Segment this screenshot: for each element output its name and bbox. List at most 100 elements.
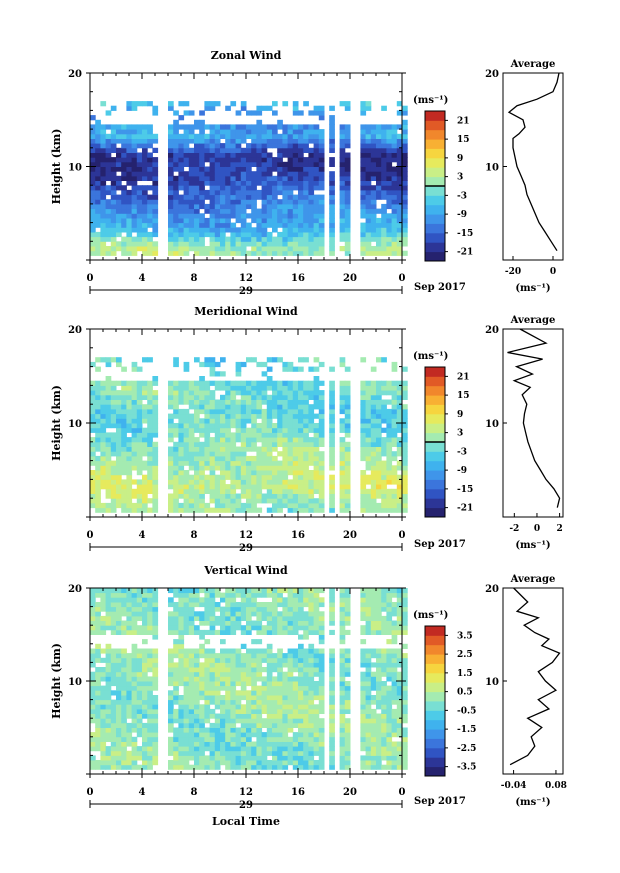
colorbar-tick-label: 3 <box>457 429 463 439</box>
x-tick-label: 4 <box>139 273 146 284</box>
colorbar-tick-label: -3 <box>457 191 467 201</box>
day-label: 29 <box>239 286 253 297</box>
panel-3: Vertical Wind 10 20 Height (km) 0 4 8 12 16 20 0 29… <box>50 564 567 828</box>
colorbar-band <box>425 757 445 768</box>
profile-title: Average <box>510 59 556 70</box>
colorbar-tick-label: -21 <box>457 504 473 514</box>
colorbar-band <box>425 376 445 387</box>
x-tick-label: 16 <box>291 787 305 798</box>
colorbar-unit: (ms⁻¹) <box>413 610 448 621</box>
colorbar-tick-label: -21 <box>457 248 473 258</box>
colorbar-band <box>425 204 445 215</box>
colorbar-band <box>425 167 445 178</box>
profile-x-tick-label: -0.04 <box>501 781 527 791</box>
colorbar-band <box>425 232 445 243</box>
colorbar-band <box>425 682 445 693</box>
colorbar-tick-label: -15 <box>457 229 473 239</box>
colorbar-tick-label: -9 <box>457 210 467 220</box>
colorbar-band <box>425 367 445 377</box>
y-axis-label: Height (km) <box>50 643 63 719</box>
colorbar-band <box>425 404 445 415</box>
colorbar-band <box>425 120 445 131</box>
colorbar-band <box>425 251 445 262</box>
panel-title: Zonal Wind <box>211 49 282 62</box>
y-tick-label: 20 <box>68 325 82 336</box>
x-tick-label: 0 <box>87 530 94 541</box>
profile-x-label: (ms⁻¹) <box>515 283 550 294</box>
x-tick-label: 0 <box>399 530 406 541</box>
colorbar-tick-label: -15 <box>457 485 473 495</box>
colorbar-unit: (ms⁻¹) <box>413 351 448 362</box>
colorbar-tick-label: 3.5 <box>457 631 473 641</box>
colorbar-tick-label: 15 <box>457 391 470 401</box>
profile-y-tick-label: 20 <box>485 584 499 595</box>
colorbar-tick-label: -9 <box>457 466 467 476</box>
x-tick-label: 0 <box>87 273 94 284</box>
colorbar-band <box>425 691 445 702</box>
colorbar-band <box>425 423 445 434</box>
heatmap-cells <box>90 101 408 256</box>
panel-1: Zonal Wind 10 20 Height (km) 0 4 8 12 16 20 0 29 Sep… <box>50 49 564 297</box>
colorbar-band <box>425 195 445 206</box>
colorbar-band <box>425 413 445 424</box>
profile-y-tick-label: 20 <box>485 69 499 80</box>
colorbar-band <box>425 626 445 636</box>
profile-x-tick-label: -20 <box>505 267 521 277</box>
colorbar-tick-label: -1.5 <box>457 725 476 735</box>
profile-line <box>507 72 560 252</box>
colorbar: 21 15 9 3 -3 -9 -15 -21 <box>424 366 473 518</box>
x-tick-label: 20 <box>343 787 357 798</box>
colorbar-band <box>425 432 445 443</box>
x-tick-label: 4 <box>139 787 146 798</box>
day-label: 29 <box>239 543 253 554</box>
profile-panel: Average 10 20 -2 0 2 (ms⁻¹) <box>485 315 564 551</box>
profile-x-label: (ms⁻¹) <box>515 540 550 551</box>
profile-line <box>507 328 561 508</box>
y-axis-label: Height (km) <box>50 385 63 461</box>
colorbar-frame <box>424 625 446 777</box>
colorbar-tick-label: 21 <box>457 372 470 382</box>
colorbar-band <box>425 111 445 121</box>
profile-x-tick-label: 2 <box>556 524 562 534</box>
profile-x-label: (ms⁻¹) <box>515 797 550 808</box>
colorbar-band <box>425 451 445 462</box>
colorbar-unit: (ms⁻¹) <box>413 95 448 106</box>
profile-y-tick-label: 10 <box>485 163 499 174</box>
colorbar-band <box>425 507 445 518</box>
y-axis-label: Height (km) <box>50 129 63 205</box>
x-tick-label: 16 <box>291 530 305 541</box>
profile-panel: Average 10 20 -0.04 0.08 (ms⁻¹) <box>485 574 567 808</box>
date-label: Sep 2017 <box>414 796 466 807</box>
profile-title: Average <box>510 574 556 585</box>
profile-x-tick-label: -2 <box>509 524 519 534</box>
profile-y-tick-label: 10 <box>485 677 499 688</box>
colorbar-tick-label: -2.5 <box>457 744 476 754</box>
x-tick-label: 8 <box>191 273 198 284</box>
profile-x-tick-label: 0.08 <box>545 781 567 791</box>
colorbar-tick-label: 21 <box>457 116 470 126</box>
y-tick-label: 10 <box>68 677 82 688</box>
colorbar-band <box>425 148 445 159</box>
colorbar-band <box>425 385 445 396</box>
y-tick-label: 20 <box>68 584 82 595</box>
x-tick-label: 20 <box>343 273 357 284</box>
x-tick-label: 12 <box>239 787 253 798</box>
colorbar-tick-label: -3.5 <box>457 763 476 773</box>
heatmap-cells <box>90 588 408 770</box>
x-tick-label: 0 <box>87 787 94 798</box>
colorbar-tick-label: -3 <box>457 447 467 457</box>
profile-x-tick-label: 0 <box>534 524 540 534</box>
profile-title: Average <box>510 315 556 326</box>
colorbar-band <box>425 176 445 187</box>
colorbar-band <box>425 460 445 471</box>
colorbar-band <box>425 672 445 683</box>
colorbar-band <box>425 139 445 149</box>
colorbar-band <box>425 654 445 664</box>
colorbar-tick-label: 3 <box>457 173 463 183</box>
colorbar-tick-label: -0.5 <box>457 706 476 716</box>
day-label: 29 <box>239 800 253 811</box>
profile-y-tick-label: 10 <box>485 419 499 430</box>
colorbar-band <box>425 223 445 234</box>
colorbar-tick-label: 9 <box>457 410 463 420</box>
